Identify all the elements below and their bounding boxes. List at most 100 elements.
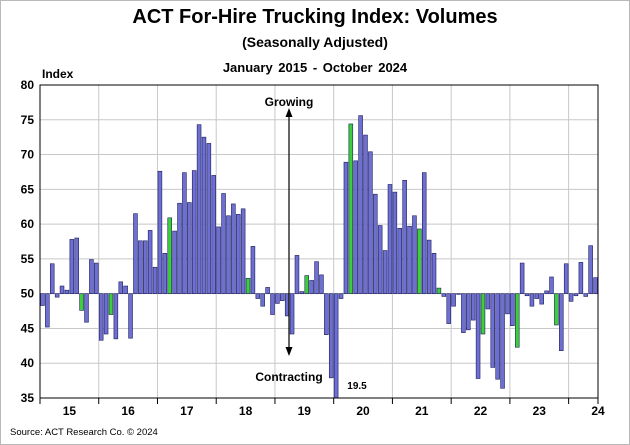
bar [368, 151, 373, 294]
bar [456, 293, 461, 295]
bar [588, 245, 593, 294]
y-tick-label: 35 [21, 391, 35, 405]
bar [187, 202, 192, 294]
bar [539, 293, 544, 305]
bar [559, 293, 564, 352]
bar [505, 293, 510, 315]
bar [260, 293, 265, 307]
bar [172, 230, 177, 294]
bar [421, 172, 427, 294]
plot-frame [39, 84, 599, 399]
bar [138, 240, 143, 294]
bar [333, 293, 339, 399]
x-tick-label: 15 [63, 404, 77, 418]
bar [152, 266, 158, 294]
bar [142, 240, 148, 294]
chart-period: January 2015 - October 2024 [222, 60, 408, 75]
bar [534, 293, 540, 299]
bar [304, 275, 310, 294]
bar [417, 228, 422, 294]
bar-series [40, 115, 598, 399]
y-axis-ticks: 35 40 45 50 55 60 65 70 75 80 [21, 78, 35, 405]
bar [480, 293, 486, 335]
bar [280, 293, 285, 301]
bar [554, 293, 559, 326]
bar [549, 276, 554, 294]
arrow-head-down [285, 347, 293, 356]
bar [167, 217, 172, 294]
bar [309, 280, 314, 294]
bar [45, 293, 50, 328]
bar [397, 227, 403, 294]
bar [593, 277, 598, 294]
y-tick-label: 80 [21, 78, 35, 92]
bar [314, 261, 319, 294]
bar [451, 293, 456, 307]
source-note: Source: ACT Research Co. © 2024 [10, 427, 158, 438]
bar [196, 124, 202, 294]
bar [245, 278, 251, 294]
bar [147, 230, 153, 294]
bar [94, 262, 99, 294]
bar [103, 293, 109, 335]
bar [387, 184, 393, 294]
growth-arrow [285, 108, 293, 356]
bar [466, 293, 471, 331]
bar [373, 193, 378, 294]
bar [191, 170, 197, 294]
bar [407, 225, 412, 294]
chart-title: ACT For-Hire Trucking Index: Volumes [132, 6, 498, 28]
contracting-annotation: Contracting [255, 370, 322, 384]
bar [446, 293, 451, 324]
bar [358, 115, 363, 294]
x-tick-label: 19 [298, 404, 312, 418]
bar [338, 293, 344, 299]
bar [123, 285, 128, 294]
x-tick-label: 22 [474, 404, 488, 418]
bar [461, 293, 466, 333]
bar [324, 293, 329, 336]
bar [470, 293, 476, 321]
y-tick-label: 40 [21, 356, 35, 370]
bar [392, 191, 398, 294]
bar [402, 179, 407, 294]
x-tick-label: 18 [239, 404, 253, 418]
bar [240, 208, 246, 294]
y-tick-label: 70 [21, 148, 35, 162]
bar [328, 293, 334, 379]
bar [231, 203, 236, 294]
bar [441, 293, 447, 297]
bar [221, 193, 226, 294]
bar [206, 143, 212, 294]
bar [514, 293, 520, 348]
bar [133, 213, 138, 294]
growing-annotation: Growing [265, 95, 314, 109]
bar [544, 290, 549, 294]
bar [226, 215, 231, 294]
bar [563, 263, 569, 294]
bar [500, 293, 505, 389]
bar [363, 134, 368, 294]
bar [495, 293, 500, 380]
y-tick-label: 55 [21, 252, 35, 266]
bar [201, 136, 207, 294]
bar [211, 175, 217, 294]
x-tick-label: 20 [356, 404, 370, 418]
y-tick-label: 45 [21, 321, 35, 335]
bar [64, 289, 70, 294]
arrow-head-up [285, 108, 293, 117]
bar [519, 262, 525, 294]
bar [299, 291, 305, 294]
bar [157, 170, 163, 294]
bar [382, 250, 388, 294]
x-tick-label: 21 [415, 404, 429, 418]
bar [98, 293, 104, 341]
bar [485, 293, 491, 310]
bar [529, 293, 535, 307]
bar [113, 293, 119, 340]
bar [289, 293, 295, 335]
y-tick-label: 50 [21, 287, 35, 301]
bar [89, 259, 94, 294]
